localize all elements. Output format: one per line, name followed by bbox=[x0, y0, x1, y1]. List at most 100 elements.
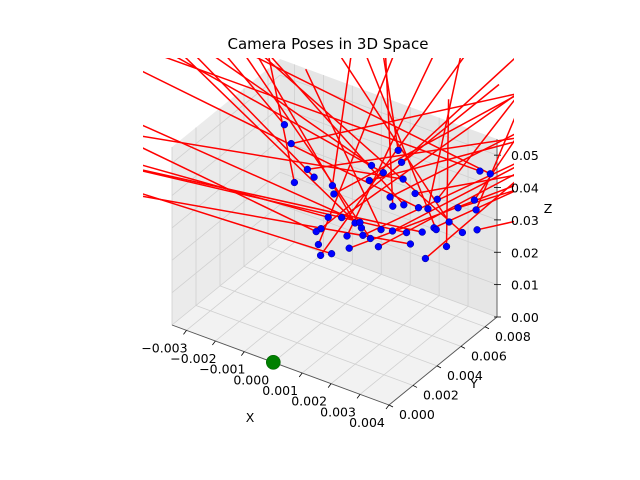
camera-orientation-ray bbox=[389, 133, 514, 198]
x-tick-label: 0.003 bbox=[320, 404, 356, 419]
camera-position-point bbox=[328, 181, 337, 190]
z-tick-label: 0.03 bbox=[511, 213, 539, 228]
camera-orientation-ray bbox=[291, 93, 514, 145]
camera-position-point bbox=[280, 121, 289, 129]
camera-position-point bbox=[324, 213, 332, 221]
y-tick-label: 0.004 bbox=[447, 368, 483, 383]
camera-position-point bbox=[345, 244, 353, 252]
camera-position-point bbox=[312, 227, 320, 236]
camera-orientation-ray bbox=[333, 95, 514, 195]
camera-position-point bbox=[303, 165, 312, 174]
camera-position-point bbox=[377, 225, 385, 234]
grid-line bbox=[171, 171, 281, 261]
x-tick-label: −0.003 bbox=[141, 340, 187, 355]
x-tick-label: 0.001 bbox=[262, 383, 298, 398]
camera-orientation-ray bbox=[143, 135, 404, 180]
x-tick-mark bbox=[298, 372, 303, 378]
orientation-rays bbox=[143, 58, 514, 260]
camera-orientation-ray bbox=[143, 70, 419, 209]
camera-position-point bbox=[454, 204, 462, 212]
grid-line bbox=[219, 285, 438, 367]
z-tick-label: 0.05 bbox=[511, 148, 539, 163]
camera-orientation-ray bbox=[346, 58, 434, 237]
camera-orientation-ray bbox=[341, 95, 514, 219]
camera-position-point bbox=[367, 161, 376, 170]
camera-orientation-ray bbox=[256, 58, 491, 175]
grid-line bbox=[279, 236, 498, 318]
camera-orientation-ray bbox=[348, 184, 514, 249]
camera-points bbox=[265, 121, 494, 370]
camera-position-point bbox=[290, 178, 299, 187]
camera-position-point bbox=[359, 231, 367, 239]
camera-position-point bbox=[402, 228, 411, 237]
z-tick-label: 0.01 bbox=[511, 278, 539, 293]
camera-orientation-ray bbox=[319, 58, 465, 256]
grid-line bbox=[171, 236, 281, 326]
camera-position-point bbox=[356, 218, 364, 227]
chart-title: Camera Poses in 3D Space bbox=[228, 35, 429, 53]
y-tick-mark bbox=[484, 326, 490, 330]
camera-orientation-ray bbox=[257, 58, 356, 224]
camera-position-point bbox=[397, 158, 406, 166]
camera-position-point bbox=[388, 227, 397, 235]
camera-orientation-ray bbox=[271, 58, 405, 206]
x-tick-mark bbox=[356, 394, 361, 399]
y-axis-line bbox=[388, 316, 498, 406]
grid-line bbox=[186, 242, 295, 331]
x-tick-mark bbox=[183, 330, 187, 335]
grid-line bbox=[279, 204, 498, 286]
x-tick-label: 0.002 bbox=[291, 394, 327, 409]
x-tick-mark bbox=[385, 404, 390, 410]
camera-position-point bbox=[473, 226, 481, 234]
grid-line bbox=[195, 305, 414, 386]
x-tick-mark bbox=[212, 340, 216, 346]
grid-line bbox=[267, 246, 486, 328]
pane-floor bbox=[172, 237, 497, 405]
camera-orientation-ray bbox=[414, 174, 514, 195]
grid-line bbox=[279, 107, 498, 188]
camera-position-point bbox=[400, 201, 408, 209]
camera-orientation-ray bbox=[317, 58, 394, 245]
camera-position-point bbox=[414, 204, 423, 212]
camera-position-point bbox=[366, 234, 375, 243]
camera-orientation-ray bbox=[143, 124, 361, 224]
grid-line bbox=[359, 306, 469, 395]
camera-orientation-ray bbox=[215, 58, 372, 167]
camera-position-point bbox=[445, 218, 453, 226]
grid-line bbox=[244, 263, 353, 352]
x-tick-label: −0.002 bbox=[170, 351, 216, 366]
x-tick-mark bbox=[327, 383, 332, 388]
x-axis-label: X bbox=[246, 410, 255, 425]
camera-orientation-ray bbox=[340, 58, 450, 223]
camera-orientation-ray bbox=[424, 181, 514, 260]
camera-orientation-ray bbox=[184, 58, 362, 229]
camera-position-point bbox=[472, 206, 480, 214]
camera-position-point bbox=[379, 169, 387, 177]
camera-orientation-ray bbox=[382, 58, 399, 151]
camera-orientation-ray bbox=[436, 99, 514, 200]
camera-position-point bbox=[406, 240, 415, 248]
camera-position-point bbox=[442, 242, 451, 251]
camera-position-point bbox=[365, 176, 373, 185]
camera-orientation-ray bbox=[378, 173, 514, 248]
y-tick-mark bbox=[460, 345, 466, 349]
camera-orientation-ray bbox=[143, 193, 332, 255]
y-tick-mark bbox=[388, 404, 394, 408]
camera-orientation-ray bbox=[227, 58, 285, 126]
camera-position-point bbox=[343, 232, 351, 240]
camera-orientation-ray bbox=[392, 166, 514, 232]
origin-point bbox=[265, 354, 281, 370]
camera-orientation-ray bbox=[427, 58, 462, 209]
z-tick-label: 0.02 bbox=[511, 245, 539, 260]
camera-position-point bbox=[476, 167, 484, 175]
camera-orientation-ray bbox=[473, 139, 514, 201]
camera-position-point bbox=[316, 251, 325, 260]
grid-line bbox=[330, 295, 440, 384]
grid-line bbox=[243, 265, 462, 347]
camera-orientation-ray bbox=[196, 58, 315, 178]
z-tick-label: 0.00 bbox=[511, 310, 539, 325]
camera-position-point bbox=[433, 195, 441, 203]
y-tick-label: 0.002 bbox=[423, 387, 459, 402]
camera-position-point bbox=[399, 175, 407, 183]
